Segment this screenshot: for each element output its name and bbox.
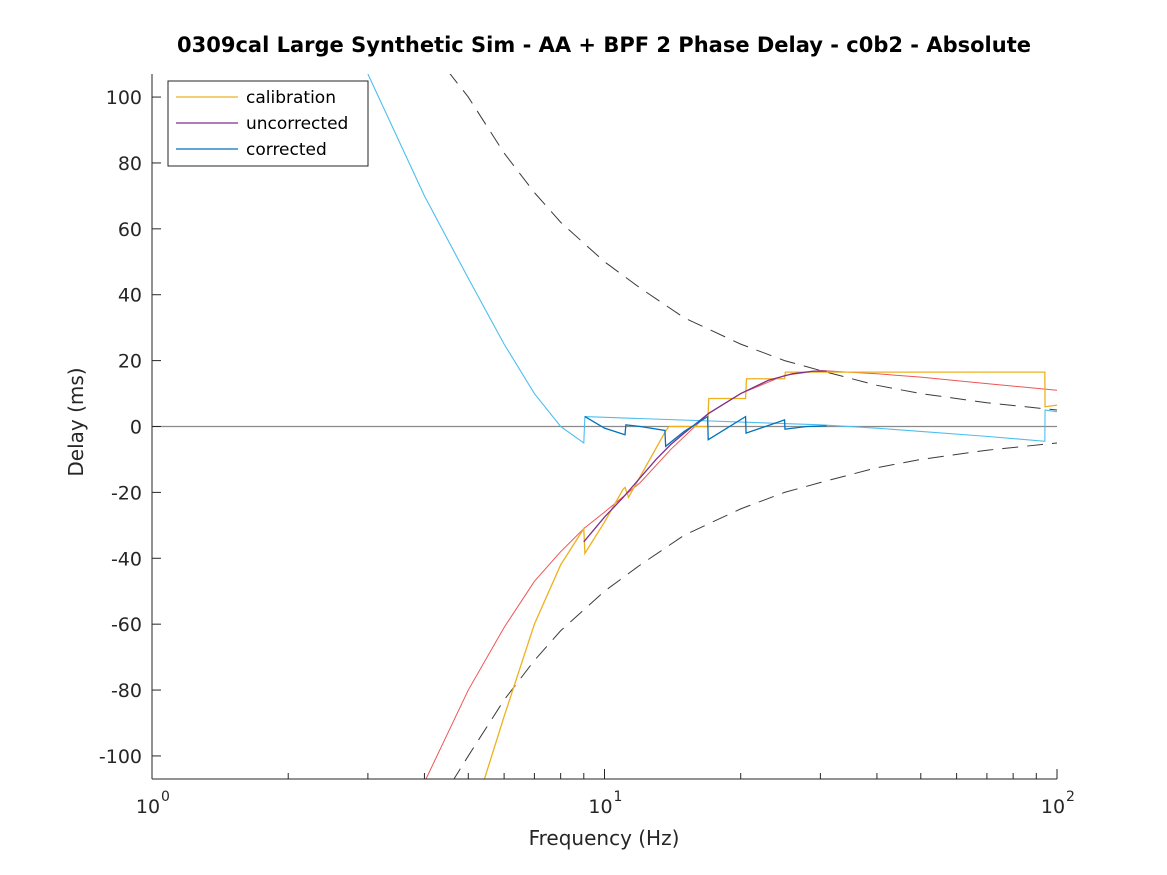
legend-label-corrected: corrected — [246, 140, 327, 160]
y-tick-label: 100 — [106, 87, 142, 109]
y-tick-label: -20 — [111, 482, 142, 504]
legend-label-calibration: calibration — [246, 88, 336, 108]
y-tick-label: 60 — [118, 219, 142, 241]
lines-layer — [152, 74, 1057, 779]
y-tick-label: 40 — [118, 285, 142, 307]
y-tick-labels: 100 80 60 40 20 0 -20 -40 -60 -80 -100 — [99, 87, 142, 768]
x-tick-label: 10 1 — [588, 789, 622, 818]
y-tick-label: -100 — [99, 746, 142, 768]
axes-layer — [151, 74, 1058, 780]
upper-bound-dashed-line — [449, 74, 1057, 411]
y-tick-label: 80 — [118, 153, 142, 175]
model-low-line — [425, 369, 1057, 779]
series-line-uncorrected — [583, 370, 827, 543]
y-axis-label: Delay (ms) — [64, 367, 88, 476]
x-tick-label: 10 2 — [1041, 789, 1075, 818]
x-tick-base: 10 — [1041, 796, 1065, 818]
x-tick-exponent: 0 — [161, 789, 170, 805]
y-tick-label: 20 — [118, 351, 142, 373]
series-line-corrected — [584, 415, 827, 448]
chart-title: 0309cal Large Synthetic Sim - AA + BPF 2… — [177, 33, 1031, 57]
x-tick-labels: 10 0 10 1 10 2 — [136, 789, 1075, 818]
x-tick-base: 10 — [588, 796, 612, 818]
legend-label-uncorrected: uncorrected — [246, 114, 348, 134]
x-tick-label: 10 0 — [136, 789, 170, 818]
series-line-calibration — [483, 371, 1057, 779]
y-tick-label: 0 — [130, 417, 142, 439]
plot-area — [152, 74, 1057, 779]
legend: calibration uncorrected corrected — [167, 80, 369, 167]
x-tick-exponent: 1 — [614, 789, 623, 805]
x-tick-exponent: 2 — [1066, 789, 1075, 805]
y-tick-label: -40 — [111, 548, 142, 570]
x-axis-label: Frequency (Hz) — [529, 826, 680, 850]
x-tick-base: 10 — [136, 796, 160, 818]
y-tick-label: -60 — [111, 614, 142, 636]
y-tick-label: -80 — [111, 680, 142, 702]
